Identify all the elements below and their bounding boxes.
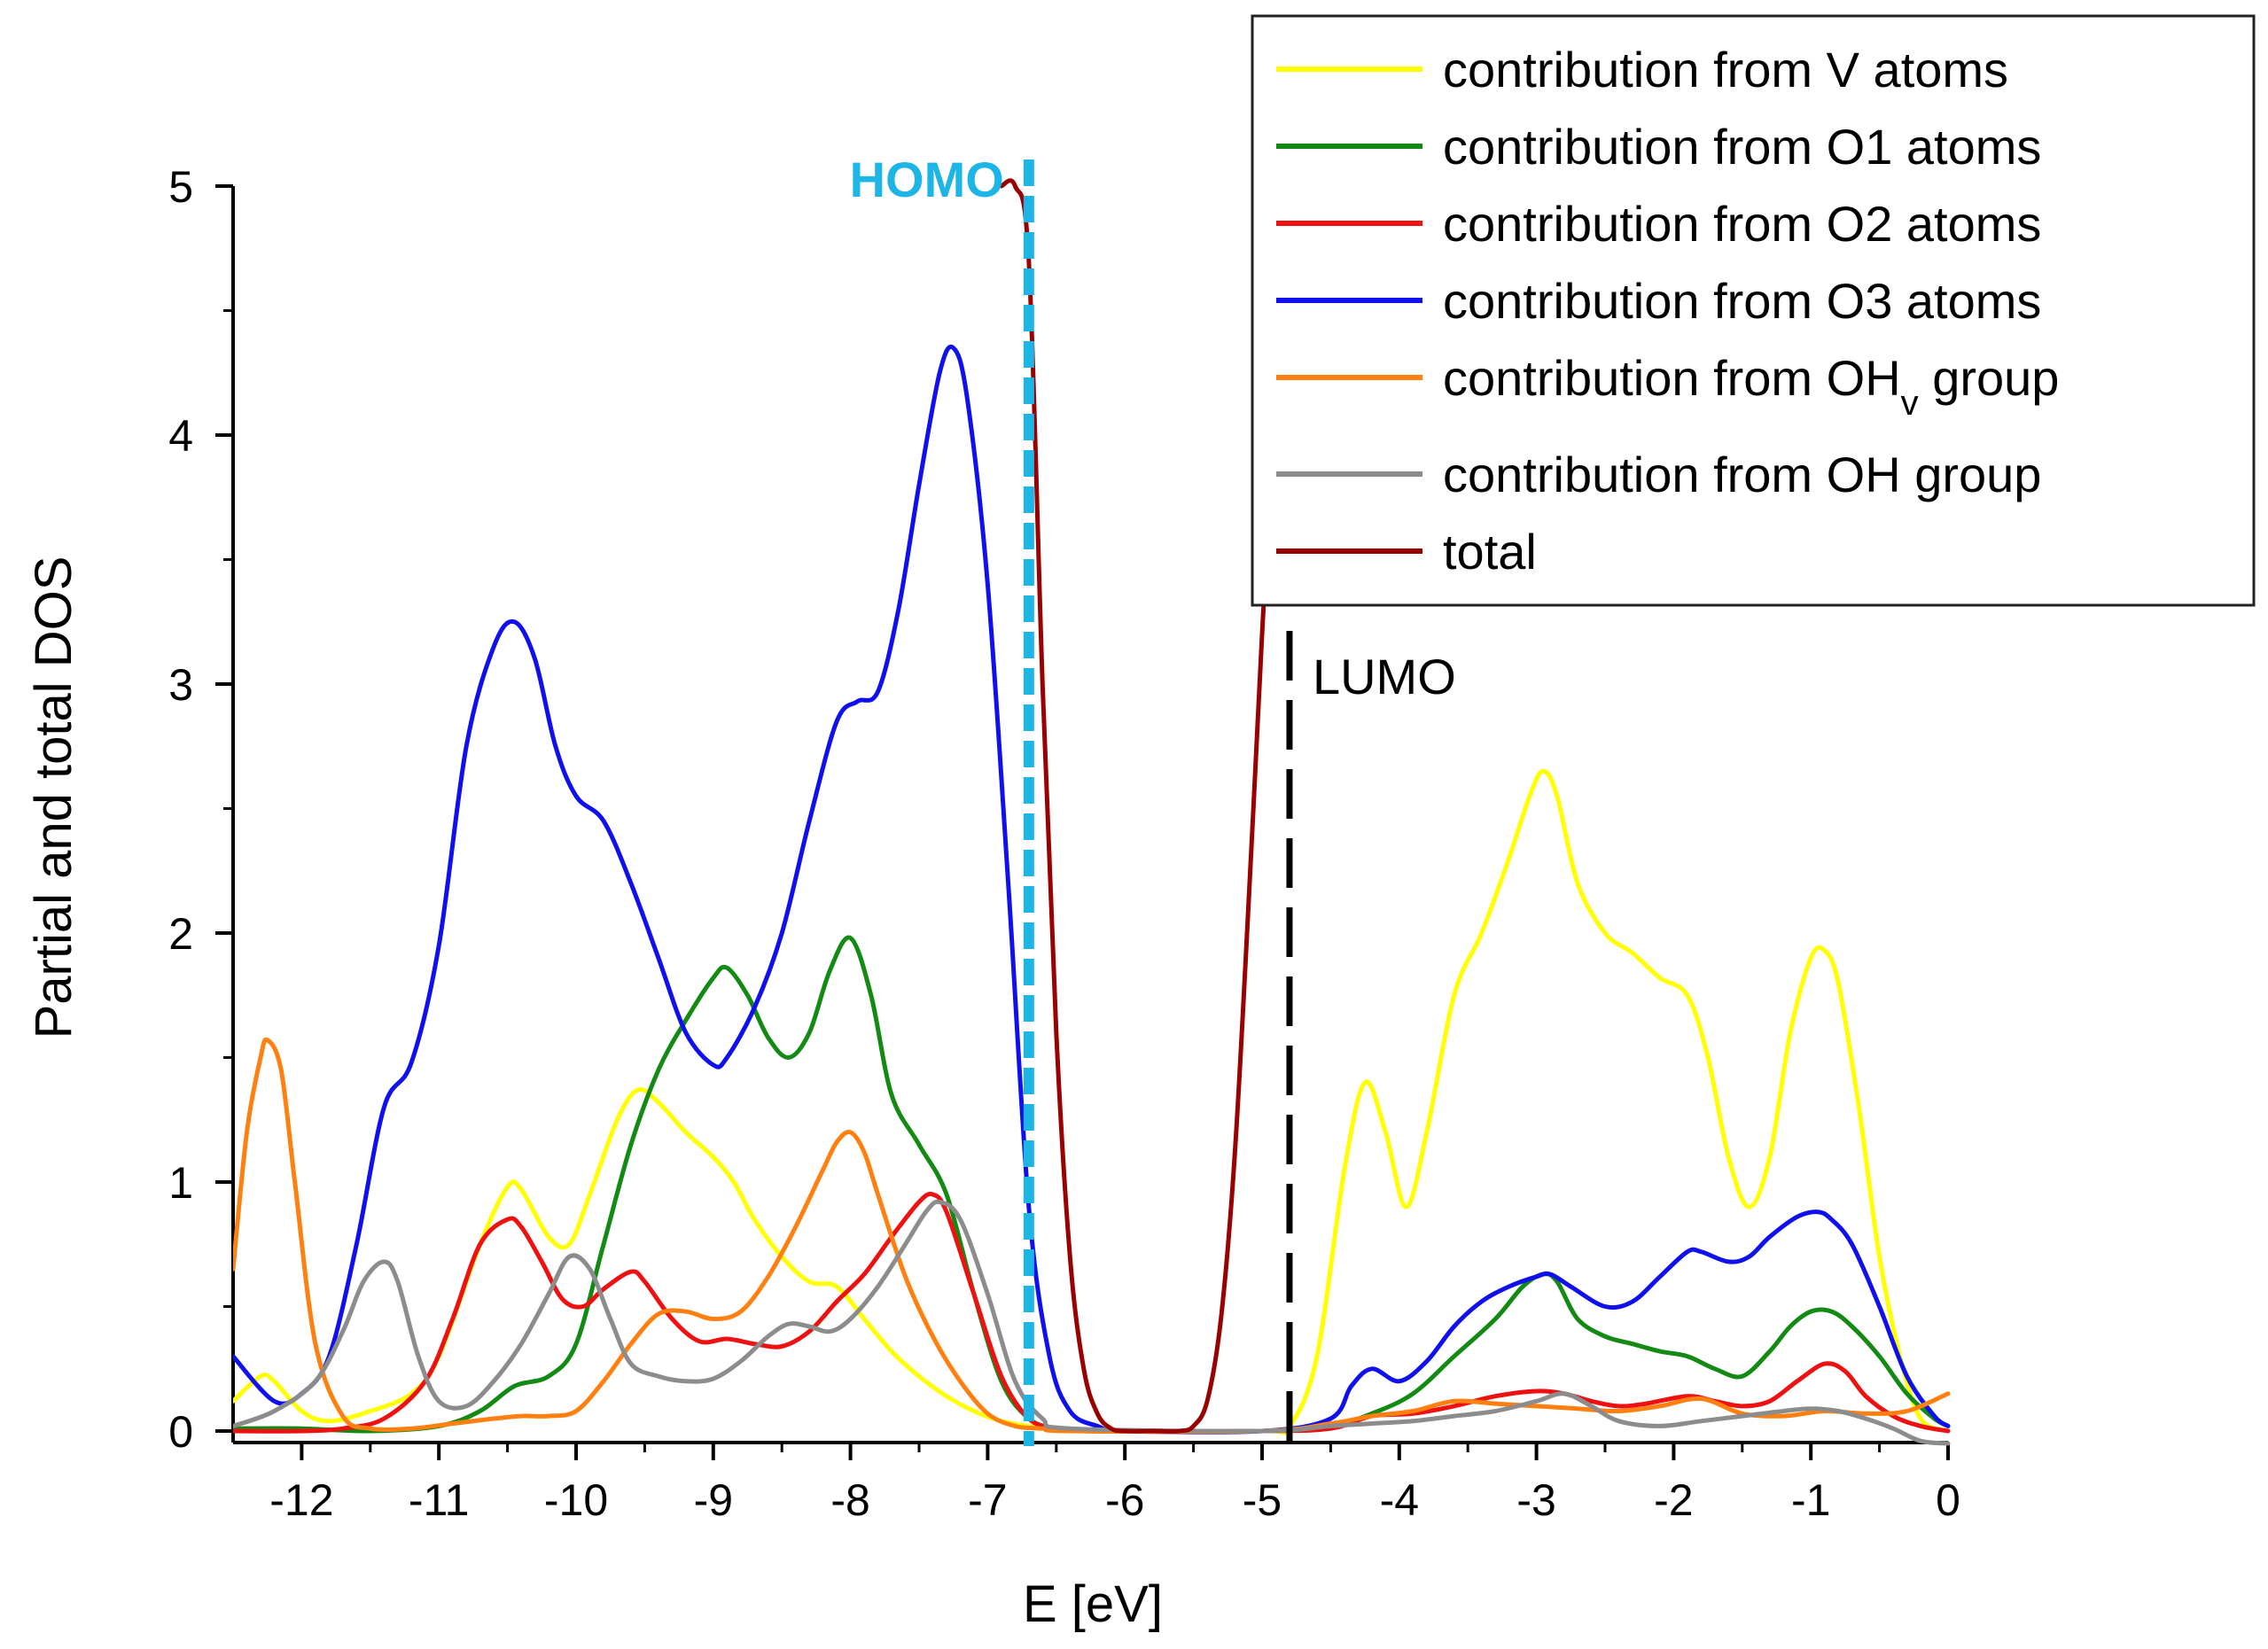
series-line-o3: [233, 344, 1951, 1435]
y-tick-label: 2: [168, 909, 193, 959]
x-tick-label: -10: [544, 1475, 608, 1525]
x-tick-label: -3: [1516, 1475, 1555, 1525]
series-line-v: [233, 768, 1951, 1435]
legend-label-tail: group: [1919, 350, 2060, 406]
x-tick-label: -4: [1380, 1475, 1419, 1525]
legend-frame: [1251, 14, 2256, 607]
x-tick-label: -12: [269, 1475, 333, 1525]
series-line-total: [999, 178, 1292, 1434]
x-tick-label: -9: [694, 1475, 733, 1525]
legend-label-o2: contribution from O2 atoms: [1443, 196, 2041, 252]
x-tick-label: 0: [1936, 1475, 1960, 1525]
x-tick-label: -6: [1105, 1475, 1144, 1525]
x-tick-label: -11: [409, 1475, 470, 1525]
x-tick-label: -7: [968, 1475, 1007, 1525]
y-tick-label: 5: [168, 162, 193, 212]
x-tick-label: -5: [1243, 1475, 1282, 1525]
lumo-label: LUMO: [1313, 649, 1456, 704]
series-line-o1: [233, 935, 1951, 1435]
homo-label: HOMO: [850, 152, 1004, 207]
x-tick-label: -8: [830, 1475, 869, 1525]
y-tick-label: 1: [168, 1158, 193, 1208]
homo-lumo-markers: HOMO LUMO: [850, 152, 1456, 1446]
legend-label-o1: contribution from O1 atoms: [1443, 119, 2041, 175]
legend: contribution from V atoms contribution fr…: [1251, 14, 2256, 607]
legend-label-v: contribution from V atoms: [1443, 42, 2008, 97]
axes: [215, 184, 1950, 1460]
legend-label-total: total: [1443, 524, 1537, 579]
series-line-oh: [233, 1199, 1951, 1446]
legend-label-subscript: v: [1901, 384, 1919, 423]
legend-label-oh: contribution from OH group: [1443, 447, 2041, 502]
series-line-ohv: [233, 1037, 1951, 1435]
y-axis-label: Partial and total DOS: [25, 556, 82, 1039]
x-tick-label: -2: [1654, 1475, 1693, 1525]
y-tick-label: 0: [168, 1407, 193, 1457]
y-tick-label: 4: [168, 411, 193, 461]
y-tick-label: 3: [168, 660, 193, 710]
x-tick-label: -1: [1791, 1475, 1830, 1525]
x-axis-label: E [eV]: [1023, 1575, 1163, 1633]
legend-label-ohv: contribution from OHv group: [1443, 350, 2059, 423]
legend-label-o3: contribution from O3 atoms: [1443, 273, 2041, 329]
legend-label-main: contribution from OH: [1443, 350, 1901, 406]
